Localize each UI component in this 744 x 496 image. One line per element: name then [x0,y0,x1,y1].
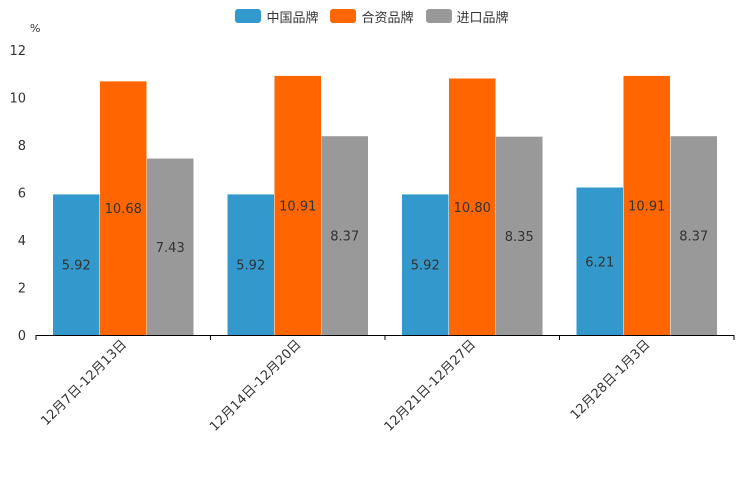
bar-jv [274,75,321,335]
y-tick-label: 0 [18,329,26,344]
bar-value-label: 6.21 [585,255,614,270]
bar-value-label: 8.37 [330,230,359,245]
bar-value-label: 5.92 [236,259,265,274]
legend-swatch-jv [330,9,357,23]
bar-china [53,194,100,335]
y-tick-label: 8 [18,139,26,154]
y-tick-label: 2 [18,282,26,297]
bar-value-label: 7.43 [156,241,185,256]
y-tick-label: 6 [18,187,26,202]
legend-label-jv: 合资品牌 [361,10,414,26]
legend-item-china[interactable]: 中国品牌 [235,7,318,26]
bar-china [576,187,623,335]
y-tick-label: 12 [9,44,26,59]
legend-item-jv[interactable]: 合资品牌 [330,7,414,26]
bar-value-label: 5.92 [62,259,91,274]
bar-import [147,158,194,335]
legend-swatch-import [425,9,452,23]
bar-value-label: 8.35 [505,230,534,245]
bar-import [496,136,543,335]
legend-swatch-china [235,9,262,23]
bar-china [227,194,274,335]
x-category-label: 12月28日-1月3日 [568,337,654,423]
bar-import [321,136,368,335]
y-tick-label: 4 [18,234,26,249]
bar-jv [623,75,670,335]
bar-value-label: 10.91 [628,199,665,214]
legend-label-import: 进口品牌 [456,10,509,26]
bar-china [402,194,449,335]
bar-value-label: 8.37 [679,230,708,245]
y-axis-unit: % [30,22,41,35]
bar-value-label: 10.80 [454,201,491,216]
bar-value-label: 5.92 [411,259,440,274]
bar-jv [100,81,147,335]
bar-jv [449,78,496,335]
y-tick-label: 10 [9,92,26,107]
legend-label-china: 中国品牌 [266,10,319,26]
bar-import [670,136,717,335]
legend: 中国品牌 合资品牌 进口品牌 [0,6,744,26]
bar-value-label: 10.68 [105,202,142,217]
x-category-label: 12月7日-12月13日 [38,337,130,429]
x-category-label: 12月21日-12月27日 [382,337,479,434]
x-category-label: 12月14日-12月20日 [207,337,304,434]
legend-item-import[interactable]: 进口品牌 [425,7,509,26]
bar-value-label: 10.91 [279,199,316,214]
